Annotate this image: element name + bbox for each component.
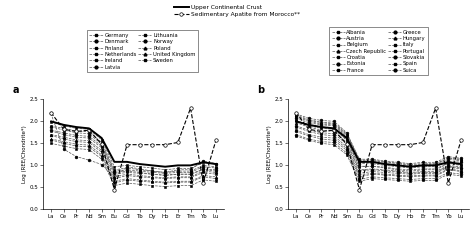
- Legend: Germany, Denmark, Finland, Netherlands, Ireland, Latvia, Lithuania, Norway, Pola: Germany, Denmark, Finland, Netherlands, …: [87, 30, 198, 72]
- Y-axis label: Log (REE/Chondrite*): Log (REE/Chondrite*): [267, 125, 272, 183]
- Y-axis label: Log (REE/Chondrite*): Log (REE/Chondrite*): [22, 125, 27, 183]
- Text: b: b: [257, 85, 264, 95]
- Legend: Albania, Austria, Belgium, Czech Republic, Croatia, Estonia, France, Greece, Hun: Albania, Austria, Belgium, Czech Republi…: [329, 27, 428, 75]
- Text: a: a: [12, 85, 19, 95]
- Legend: Upper Continental Crust, Sedimentary Apatite from Morocco**: Upper Continental Crust, Sedimentary Apa…: [172, 3, 302, 20]
